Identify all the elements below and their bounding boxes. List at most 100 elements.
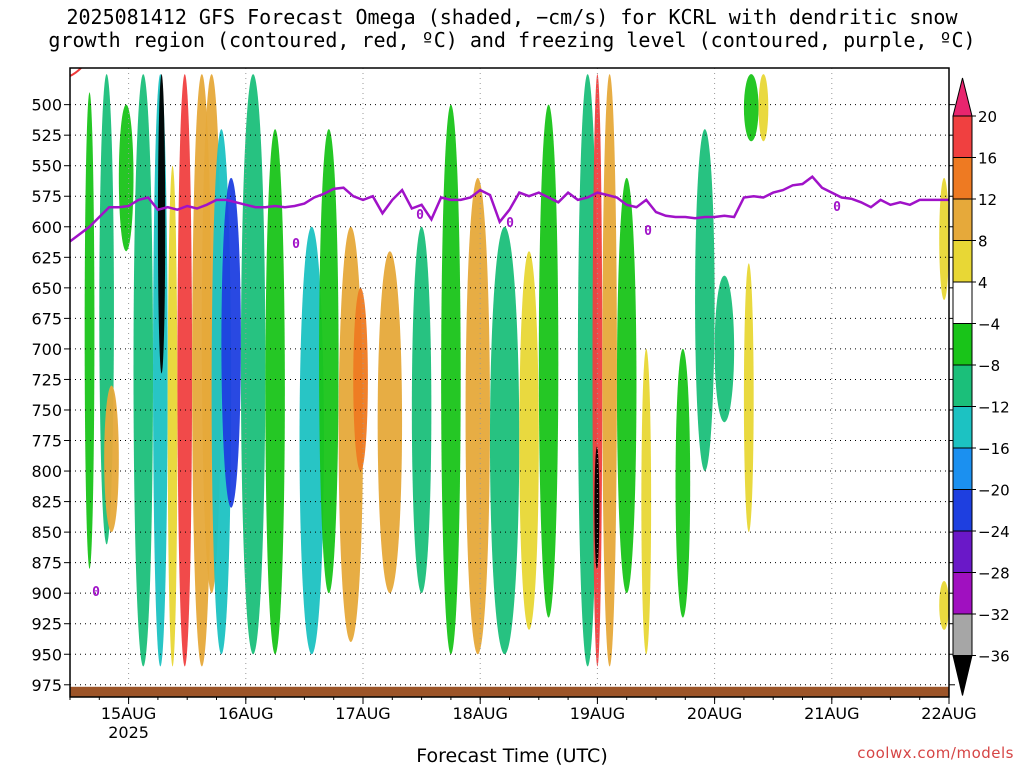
colorbar-label: 20	[978, 108, 997, 126]
y-tick-label: 550	[31, 157, 62, 176]
y-tick-label: 850	[31, 523, 62, 542]
omega-feature	[695, 129, 715, 472]
y-axis-ticks: 500 525 550 575 600 625 650 675 700 725 750 775 800 8…	[31, 96, 955, 695]
omega-feature	[104, 385, 119, 533]
y-tick-label: 625	[31, 248, 62, 267]
colorbar-label: 12	[978, 191, 997, 209]
y-tick-label: 925	[31, 615, 62, 634]
title-line-1: 2025081412 GFS Forecast Omega (shaded, −…	[66, 5, 958, 29]
omega-feature	[157, 74, 166, 374]
y-tick-label: 500	[31, 96, 62, 115]
omega-shading	[84, 74, 949, 667]
omega-feature	[939, 177, 949, 301]
colorbar-segment	[952, 281, 973, 324]
terrain-band	[70, 686, 949, 697]
omega-feature	[377, 251, 403, 594]
y-tick-label: 825	[31, 493, 62, 512]
colorbar-label: −28	[978, 565, 1010, 583]
omega-feature	[221, 177, 241, 508]
y-tick-label: 875	[31, 554, 62, 573]
colorbar-label: −20	[978, 482, 1010, 500]
omega-feature	[177, 74, 193, 667]
omega-feature	[675, 348, 691, 618]
omega-feature	[299, 226, 324, 655]
x-tick-label: 20AUG	[687, 704, 742, 723]
freezing-level-label: 0	[92, 585, 100, 600]
colorbar-label: −24	[978, 523, 1010, 541]
colorbar-segment	[952, 530, 973, 573]
colorbar-segment	[952, 157, 973, 200]
colorbar-segment	[952, 447, 973, 490]
colorbar-segment	[952, 406, 973, 449]
omega-feature	[489, 226, 520, 655]
y-tick-label: 650	[31, 279, 62, 298]
omega-feature	[594, 446, 600, 569]
colorbar-bottom-arrow	[952, 655, 973, 696]
y-tick-label: 525	[31, 126, 62, 145]
colorbar-label: −12	[978, 399, 1010, 417]
omega-feature	[240, 74, 266, 655]
freezing-level-label: 0	[644, 224, 652, 239]
omega-feature	[84, 92, 95, 569]
x-tick-label: 17AUG	[335, 704, 390, 723]
omega-feature	[265, 129, 285, 655]
x-tick-label: 19AUG	[570, 704, 625, 723]
colorbar-label: −8	[978, 357, 1000, 375]
omega-feature	[319, 129, 339, 594]
omega-feature	[714, 275, 735, 423]
colorbar-label: 16	[978, 150, 997, 168]
y-tick-label: 950	[31, 645, 62, 664]
x-tick-label: 21AUG	[804, 704, 859, 723]
omega-feature	[743, 263, 754, 533]
colorbar-label: −36	[978, 648, 1010, 666]
colorbar-segment	[952, 323, 973, 366]
x-tick-label: 15AUG	[101, 704, 156, 723]
colorbar-segment	[952, 115, 973, 158]
colorbar-top-arrow	[952, 77, 973, 117]
y-tick-label: 975	[31, 676, 62, 695]
colorbar-label: −32	[978, 606, 1010, 624]
colorbar-segment	[952, 240, 973, 283]
x-axis-ticks: 15AUG 16AUG 17AUG 18AUG 19AUG 20AUG 21AUG 22AUG…	[69, 697, 977, 742]
y-tick-label: 800	[31, 462, 62, 481]
colorbar-label: 8	[978, 233, 988, 251]
freezing-level-label: 0	[292, 237, 300, 252]
omega-feature	[743, 74, 759, 142]
colorbar-label: −4	[978, 316, 1000, 334]
colorbar-segment	[952, 613, 973, 656]
omega-feature	[758, 74, 769, 142]
freezing-level-contour: 0 0 0 0 0 0	[70, 68, 949, 600]
omega-feature	[519, 251, 539, 630]
x-year-label: 2025	[108, 723, 149, 742]
x-axis-title: Forecast Time (UTC)	[416, 745, 608, 767]
y-tick-label: 775	[31, 432, 62, 451]
freezing-level-label: 0	[833, 200, 841, 215]
title-line-2: growth region (contoured, red, ºC) and f…	[48, 28, 976, 52]
omega-feature	[616, 177, 637, 594]
colorbar-segment	[952, 364, 973, 407]
omega-feature	[602, 74, 617, 667]
y-tick-label: 575	[31, 187, 62, 206]
chart-title: 2025081412 GFS Forecast Omega (shaded, −…	[0, 6, 1024, 52]
terrain-fill	[70, 686, 949, 697]
y-tick-label: 725	[31, 370, 62, 389]
omega-feature	[411, 226, 432, 594]
omega-feature	[465, 177, 490, 655]
omega-feature	[118, 104, 134, 252]
omega-feature	[641, 348, 652, 655]
colorbar-segment	[952, 489, 973, 532]
freezing-level-label: 0	[416, 208, 424, 223]
omega-feature	[167, 165, 178, 667]
colorbar-segment	[952, 198, 973, 241]
colorbar: 20 16 12 8 4 −4 −8 −12 −16 −20 −24 −28 −32 −36	[952, 77, 1010, 696]
colorbar-label: 4	[978, 274, 988, 292]
freezing-level-line	[70, 175, 949, 243]
y-tick-label: 900	[31, 584, 62, 603]
omega-feature	[592, 74, 603, 667]
omega-feature	[133, 74, 154, 667]
freezing-level-label: 0	[506, 216, 514, 231]
colorbar-label: −16	[978, 440, 1010, 458]
omega-feature	[538, 104, 559, 618]
y-tick-label: 600	[31, 218, 62, 237]
